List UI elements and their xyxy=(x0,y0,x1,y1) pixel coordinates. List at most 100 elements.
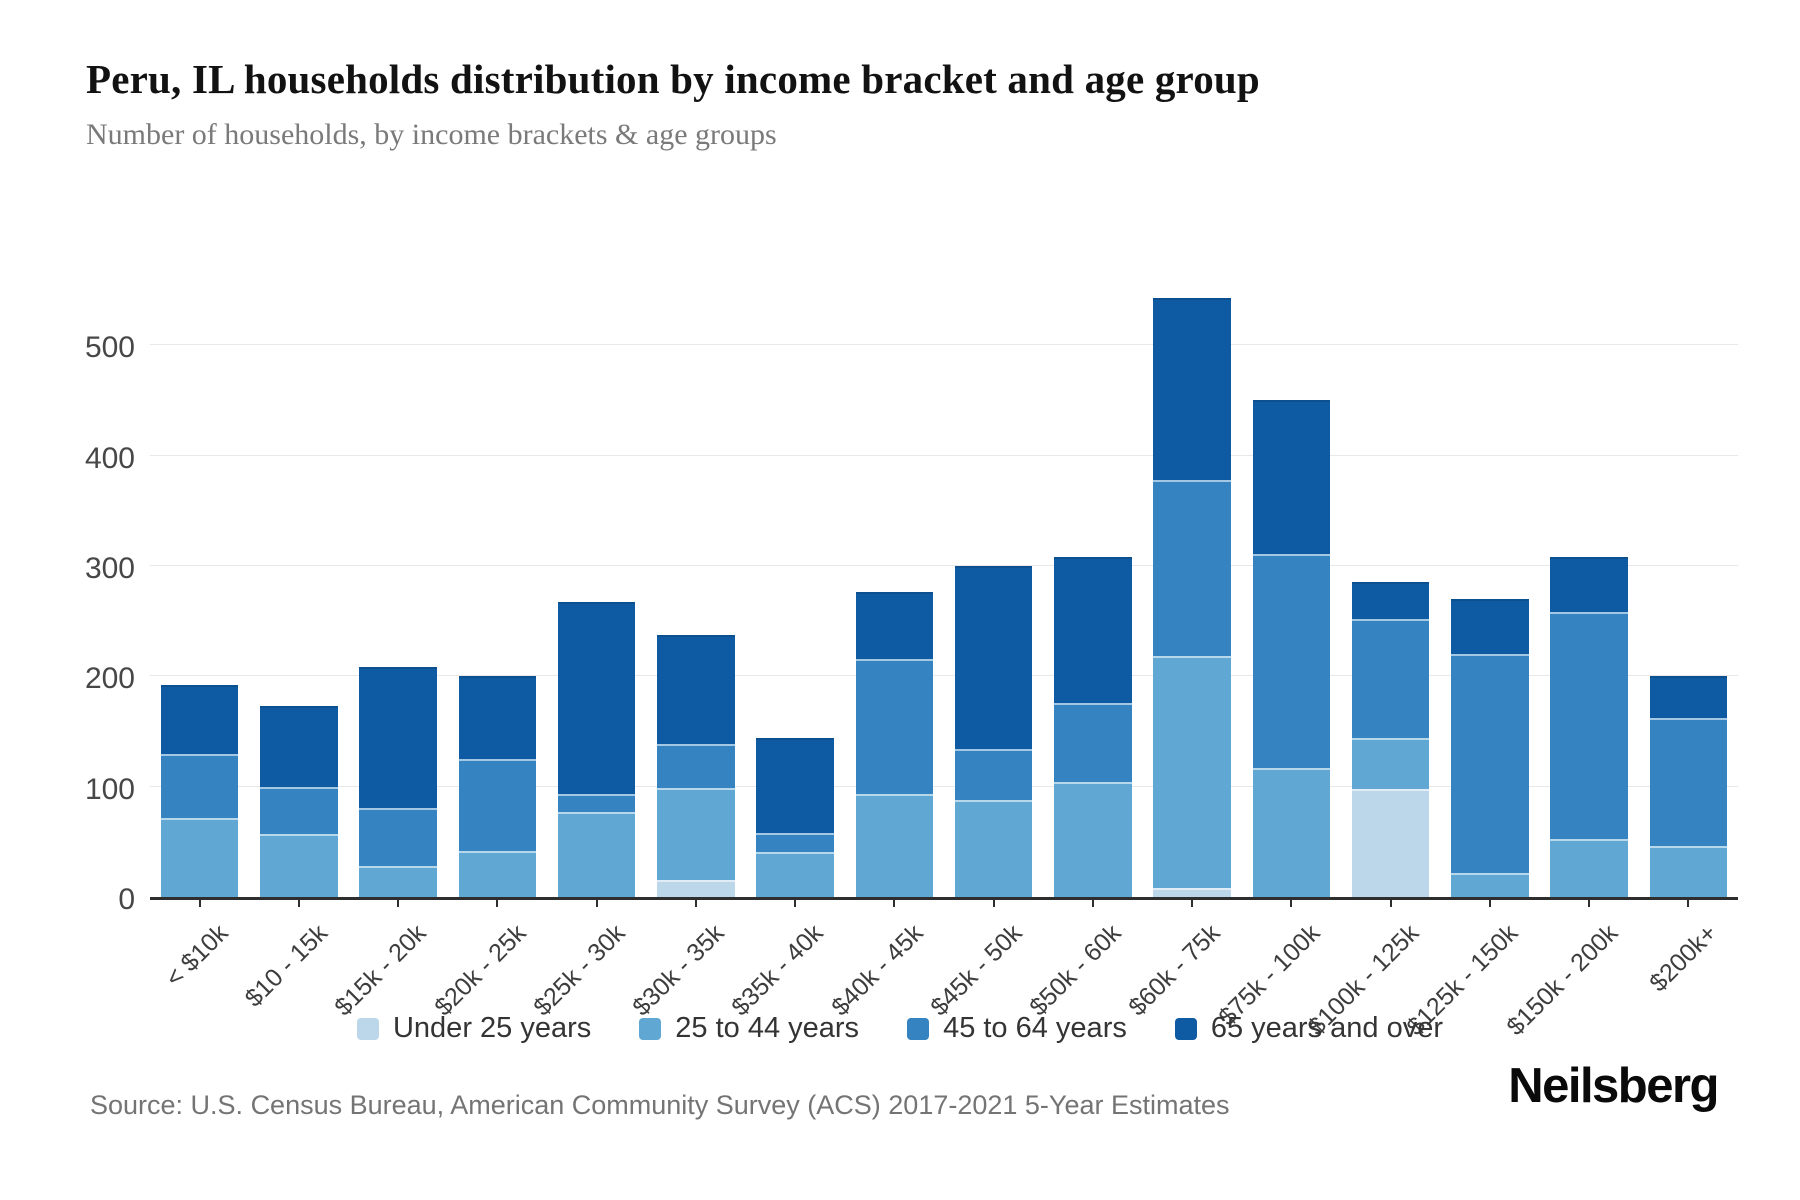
bar-segment[interactable] xyxy=(1649,676,1728,719)
bar-segment[interactable] xyxy=(1451,872,1529,897)
bar-segment[interactable] xyxy=(657,743,735,788)
bar-slot: $75k - 100k xyxy=(1213,290,1341,1031)
bar-$50k - 60k[interactable] xyxy=(1054,557,1132,897)
legend-item[interactable]: 45 to 64 years xyxy=(907,1012,1127,1045)
bar-segment[interactable] xyxy=(160,753,239,818)
bar-segment[interactable] xyxy=(1351,738,1430,789)
bar-$35k - 40k[interactable] xyxy=(756,738,834,897)
x-axis-label: $10 - 15k xyxy=(239,919,333,1013)
bar-segment[interactable] xyxy=(1054,702,1132,783)
bar-segment[interactable] xyxy=(756,738,834,834)
bar-segment[interactable] xyxy=(1252,767,1331,897)
bar-segment[interactable] xyxy=(260,786,338,835)
bar-segment[interactable] xyxy=(1252,553,1331,768)
x-axis-label: $20k - 25k xyxy=(428,919,532,1022)
bar-segment[interactable] xyxy=(359,866,437,897)
legend: Under 25 years 25 to 44 years 45 to 64 yea… xyxy=(0,1012,1800,1045)
bar-$30k - 35k[interactable] xyxy=(657,635,735,897)
legend-item[interactable]: 65 years and over xyxy=(1174,1012,1444,1045)
bar-segment[interactable] xyxy=(657,635,735,744)
bar-$75k - 100k[interactable] xyxy=(1252,400,1331,897)
bar-segment[interactable] xyxy=(458,850,537,897)
x-axis-label: < $10k xyxy=(160,919,234,993)
x-tick-mark xyxy=(1687,899,1690,907)
bar-< $10k[interactable] xyxy=(160,685,239,897)
y-axis-label: 500 xyxy=(84,331,135,365)
bar-segment[interactable] xyxy=(557,602,636,795)
bar-segment[interactable] xyxy=(1451,599,1529,655)
bar-slot: $125k - 150k xyxy=(1402,290,1539,1041)
legend-item[interactable]: 25 to 44 years xyxy=(639,1012,859,1045)
bar-segment[interactable] xyxy=(1649,846,1728,897)
x-axis-label: $40k - 45k xyxy=(825,919,929,1022)
bar-segment[interactable] xyxy=(855,592,934,659)
bar-$60k - 75k[interactable] xyxy=(1153,297,1231,897)
bar-$20k - 25k[interactable] xyxy=(458,676,537,897)
legend-label: 65 years and over xyxy=(1210,1012,1444,1044)
gridline xyxy=(150,564,1738,566)
bar-segment[interactable] xyxy=(756,833,834,852)
bar-segment[interactable] xyxy=(1451,654,1529,873)
brand-logo: Neilsberg xyxy=(1508,1059,1719,1113)
bar-segment[interactable] xyxy=(260,834,338,897)
bar-segment[interactable] xyxy=(855,658,934,795)
bar-segment[interactable] xyxy=(1351,618,1430,739)
bar-$10 - 15k[interactable] xyxy=(260,706,338,897)
bar-segment[interactable] xyxy=(260,706,338,787)
bar-segment[interactable] xyxy=(1054,557,1132,703)
bar-$100k - 125k[interactable] xyxy=(1351,582,1430,897)
bar-slot: $20k - 25k xyxy=(429,290,547,1021)
gridline xyxy=(150,454,1738,456)
x-tick-mark xyxy=(794,899,797,907)
bar-segment[interactable] xyxy=(1550,557,1628,613)
bar-$150k - 200k[interactable] xyxy=(1550,557,1628,897)
bar-segment[interactable] xyxy=(1550,838,1628,897)
bar-segment[interactable] xyxy=(458,676,537,760)
bar-segment[interactable] xyxy=(855,794,934,897)
legend-item[interactable]: Under 25 years xyxy=(356,1012,591,1045)
bar-segment[interactable] xyxy=(1252,400,1331,554)
legend-swatch-icon xyxy=(1174,1017,1197,1040)
bar-$25k - 30k[interactable] xyxy=(557,602,636,897)
legend-label: 25 to 44 years xyxy=(675,1012,860,1044)
bar-segment[interactable] xyxy=(458,759,537,851)
y-axis: 0 100 200 300 400 500 xyxy=(25,290,135,916)
bar-segment[interactable] xyxy=(557,794,636,813)
bar-segment[interactable] xyxy=(1550,612,1628,839)
bar-segment[interactable] xyxy=(1649,718,1728,847)
bar-slot: $150k - 200k xyxy=(1501,290,1639,1041)
legend-swatch-icon xyxy=(356,1017,379,1040)
x-tick-mark xyxy=(1588,899,1591,907)
x-axis-label: $60k - 75k xyxy=(1123,919,1226,1022)
legend-swatch-icon xyxy=(907,1017,930,1040)
bar-segment[interactable] xyxy=(657,787,735,881)
bar-segment[interactable] xyxy=(954,749,1033,800)
bar-segment[interactable] xyxy=(1153,888,1231,897)
bar-segment[interactable] xyxy=(1351,788,1430,897)
bar-segment[interactable] xyxy=(359,807,437,867)
bar-segment[interactable] xyxy=(1351,582,1430,619)
bar-segment[interactable] xyxy=(1054,782,1132,897)
bar-segment[interactable] xyxy=(557,812,636,897)
legend-label: 45 to 64 years xyxy=(943,1012,1127,1044)
bar-$40k - 45k[interactable] xyxy=(855,592,934,897)
bar-segment[interactable] xyxy=(1153,297,1231,480)
bar-segment[interactable] xyxy=(359,667,437,808)
bar-slot: $200k+ xyxy=(1639,290,1738,997)
bar-segment[interactable] xyxy=(160,817,239,897)
bar-slot: $15k - 20k xyxy=(330,290,448,1021)
bar-segment[interactable] xyxy=(954,565,1033,750)
bar-segment[interactable] xyxy=(1153,656,1231,889)
bar-slot: $30k - 35k xyxy=(627,290,745,1021)
bar-segment[interactable] xyxy=(954,799,1033,897)
bar-segment[interactable] xyxy=(657,880,735,897)
bar-segment[interactable] xyxy=(756,851,834,897)
bar-segment[interactable] xyxy=(160,685,239,754)
bar-$45k - 50k[interactable] xyxy=(954,565,1033,897)
bar-$125k - 150k[interactable] xyxy=(1451,599,1529,897)
bar-$15k - 20k[interactable] xyxy=(359,667,437,897)
bar-segment[interactable] xyxy=(1153,479,1231,657)
bar-$200k+[interactable] xyxy=(1649,676,1728,897)
x-tick-mark xyxy=(297,899,300,907)
x-axis-label: $45k - 50k xyxy=(925,919,1028,1022)
